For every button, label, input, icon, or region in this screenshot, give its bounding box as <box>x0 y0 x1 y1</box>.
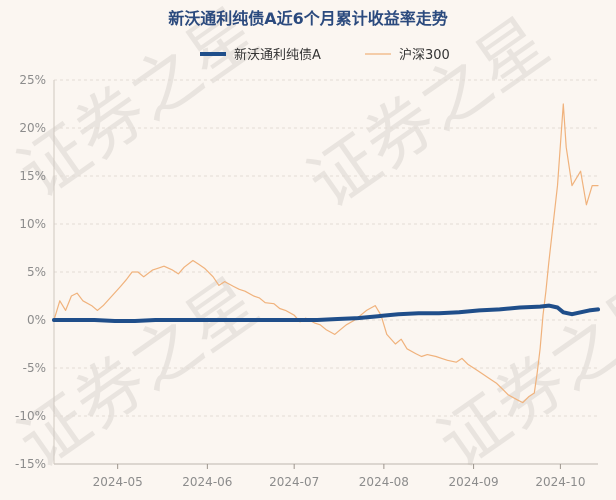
legend-item-fund[interactable]: 新沃通利纯债A <box>200 47 321 63</box>
x-tick-label: 2024-06 <box>182 475 232 489</box>
legend: 新沃通利纯债A 沪深300 <box>200 47 450 63</box>
x-tick-label: 2024-10 <box>535 475 585 489</box>
svg-text:证券之星: 证券之星 <box>294 3 562 224</box>
legend-label-index: 沪深300 <box>399 47 450 63</box>
x-axis: 2024-05 2024-06 2024-07 2024-08 2024-09 2024-… <box>53 80 598 489</box>
y-tick-label: -10% <box>15 409 46 423</box>
y-axis: 25% 20% 15% 10% 5% 0% -5% -10% -15% <box>15 73 46 471</box>
legend-item-index[interactable]: 沪深300 <box>365 47 450 63</box>
x-tick-label: 2024-07 <box>269 475 319 489</box>
y-tick-label: 20% <box>19 121 46 135</box>
plot-area <box>52 103 600 404</box>
x-tick-label: 2024-08 <box>359 475 409 489</box>
y-tick-label: 0% <box>27 313 46 327</box>
svg-text:证券之星: 证券之星 <box>424 263 616 484</box>
chart-title: 新沃通利纯债A近6个月累计收益率走势 <box>168 9 448 28</box>
series-line-fund <box>52 303 600 323</box>
y-tick-label: 10% <box>19 217 46 231</box>
series-line-index <box>53 103 599 404</box>
y-tick-label: 15% <box>19 169 46 183</box>
y-tick-label: -5% <box>23 361 46 375</box>
x-tick-label: 2024-05 <box>93 475 143 489</box>
legend-label-fund: 新沃通利纯债A <box>234 47 321 63</box>
y-tick-label: -15% <box>15 457 46 471</box>
y-tick-label: 25% <box>19 73 46 87</box>
y-tick-label: 5% <box>27 265 46 279</box>
watermark: 证券之星 证券之星 证券之星 证券之星 <box>4 0 616 484</box>
x-tick-label: 2024-09 <box>449 475 499 489</box>
